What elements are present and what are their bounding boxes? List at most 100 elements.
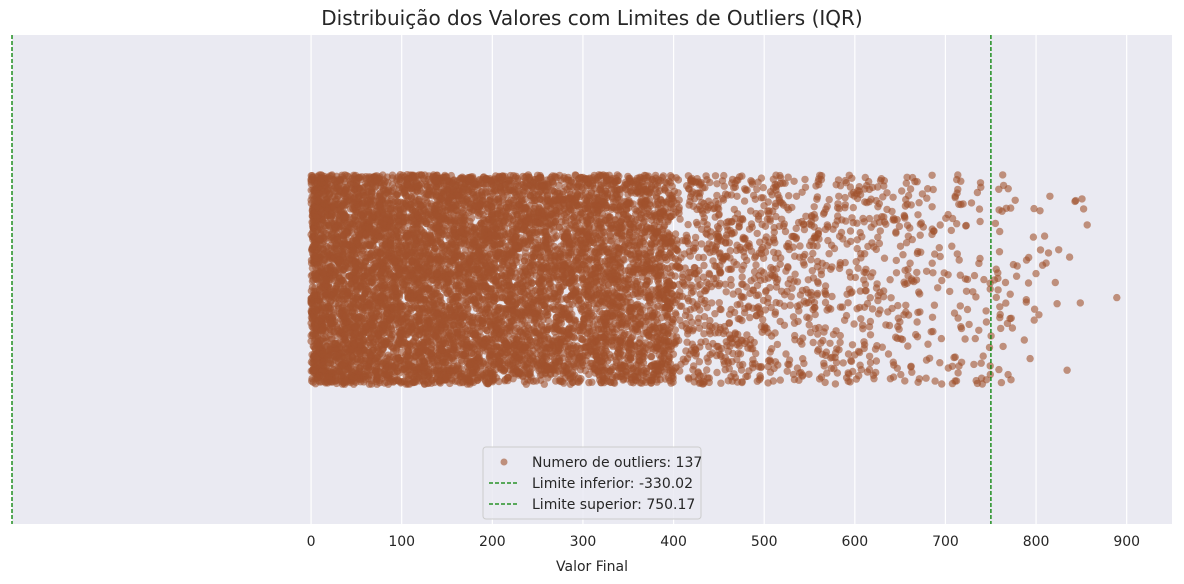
data-point (832, 349, 840, 357)
data-point (841, 258, 849, 267)
data-point (823, 221, 831, 229)
data-point (889, 193, 897, 201)
data-point (807, 256, 815, 264)
data-point (791, 270, 799, 278)
data-point (977, 359, 985, 367)
data-point (746, 289, 754, 298)
data-point (815, 227, 823, 235)
data-point (757, 245, 766, 254)
data-point (821, 378, 829, 387)
data-point (675, 203, 683, 212)
data-point (855, 372, 863, 380)
data-point (879, 293, 888, 301)
data-point (903, 173, 911, 181)
data-point (804, 276, 812, 284)
data-point (832, 358, 841, 367)
data-point (675, 209, 683, 217)
data-point (982, 307, 990, 315)
data-point (750, 274, 759, 283)
data-point (1020, 336, 1028, 344)
data-point (863, 299, 872, 308)
data-point (789, 313, 798, 321)
data-point (876, 227, 884, 235)
data-point (1044, 249, 1053, 257)
data-point (953, 250, 961, 258)
data-point (724, 359, 733, 367)
data-point (944, 271, 952, 279)
data-point (693, 205, 701, 214)
data-point (759, 315, 767, 324)
data-point (944, 364, 952, 372)
data-point (689, 327, 697, 335)
data-point (917, 248, 925, 256)
data-point (877, 175, 886, 183)
data-point (691, 233, 700, 242)
data-point (874, 310, 883, 318)
data-point (1030, 204, 1038, 213)
data-point (736, 361, 744, 369)
data-point (950, 353, 958, 362)
data-point (1008, 324, 1017, 332)
data-point (872, 357, 881, 365)
data-point (716, 253, 725, 261)
data-point (954, 171, 962, 179)
data-point (860, 276, 868, 284)
data-point (705, 269, 713, 278)
data-point (730, 370, 738, 378)
data-point (706, 351, 714, 359)
data-point (789, 370, 798, 379)
data-point (846, 273, 855, 281)
data-point (721, 327, 730, 335)
data-point (771, 202, 780, 210)
data-point (759, 254, 768, 262)
data-point (928, 313, 937, 321)
data-point (999, 171, 1007, 179)
data-point (692, 346, 700, 354)
data-point (709, 339, 717, 348)
data-point (856, 287, 864, 295)
data-point (733, 340, 741, 349)
data-point (911, 177, 919, 186)
data-point (913, 268, 921, 277)
data-point (848, 214, 856, 222)
data-point (842, 311, 851, 320)
data-point (690, 362, 698, 370)
data-point (1006, 290, 1014, 298)
data-point (783, 367, 791, 375)
data-point (862, 269, 870, 277)
data-point (752, 311, 760, 320)
data-point (857, 315, 865, 323)
data-point (996, 313, 1004, 322)
data-point (957, 358, 966, 366)
data-point (776, 376, 784, 384)
data-point (703, 230, 711, 239)
data-point (872, 196, 880, 205)
data-point (1040, 232, 1049, 240)
data-point (982, 318, 991, 326)
data-point (1065, 253, 1074, 261)
data-point (695, 266, 703, 275)
data-point (1046, 192, 1054, 200)
data-point (792, 224, 800, 233)
data-point (745, 367, 753, 375)
data-point (947, 226, 955, 235)
data-point (996, 227, 1004, 236)
data-point (700, 199, 708, 208)
data-point (861, 185, 869, 193)
data-point (725, 319, 734, 327)
data-point (972, 293, 980, 301)
data-point (695, 324, 704, 332)
data-point (766, 356, 774, 364)
data-point (682, 307, 691, 315)
data-point (936, 221, 944, 229)
data-point (759, 183, 767, 192)
data-point (927, 328, 935, 336)
data-point (901, 214, 909, 222)
data-point (892, 269, 901, 277)
data-point (762, 233, 770, 241)
data-point (770, 248, 778, 256)
data-point (754, 291, 762, 299)
data-point (796, 242, 804, 250)
data-point (853, 194, 862, 203)
data-point (700, 330, 708, 338)
